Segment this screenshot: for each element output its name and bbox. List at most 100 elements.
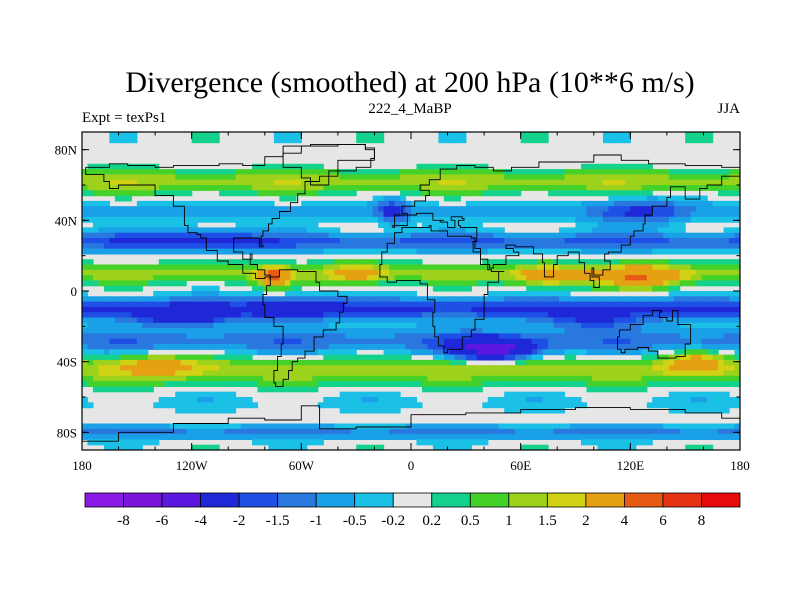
field-cell (641, 423, 648, 430)
field-cell (98, 264, 105, 271)
field-cell (493, 338, 500, 345)
field-cell (559, 211, 566, 218)
field-cell (345, 185, 352, 191)
field-cell (230, 296, 237, 303)
field-cell (356, 185, 363, 191)
field-cell (367, 322, 374, 329)
field-cell (526, 285, 533, 292)
field-cell (668, 200, 675, 207)
field-cell (284, 301, 291, 308)
field-cell (696, 328, 703, 334)
field-cell (241, 312, 248, 319)
field-cell (328, 291, 335, 297)
field-cell (82, 397, 89, 403)
field-cell (109, 306, 116, 313)
field-cell (219, 211, 226, 218)
field-cell (476, 206, 483, 213)
field-cell (301, 359, 308, 366)
field-cell (591, 301, 599, 308)
field-cell (394, 248, 401, 255)
field-cell (284, 179, 291, 186)
field-cell (696, 269, 703, 276)
field-cell (657, 248, 664, 255)
field-cell (712, 328, 719, 334)
field-cell (230, 169, 237, 175)
field-cell (284, 264, 291, 271)
field-cell (564, 381, 571, 387)
field-cell (361, 211, 368, 218)
field-cell (356, 354, 363, 361)
field-cell (92, 248, 100, 255)
field-cell (509, 238, 516, 244)
field-cell (438, 232, 445, 239)
field-cell (729, 248, 736, 255)
field-cell (608, 312, 615, 319)
field-cell (696, 200, 703, 207)
field-cell (449, 238, 456, 244)
field-cell (668, 423, 675, 430)
field-cell (602, 185, 609, 191)
field-cell (646, 211, 653, 218)
field-cell (641, 280, 648, 287)
field-cell (219, 227, 226, 234)
field-cell (317, 269, 324, 276)
field-cell (411, 227, 418, 234)
field-cell (98, 317, 105, 324)
field-cell (301, 211, 308, 218)
field-cell (641, 354, 648, 361)
field-cell (251, 423, 259, 430)
field-cell (641, 179, 648, 186)
field-cell (591, 264, 599, 271)
field-cell (652, 338, 659, 345)
field-cell (416, 216, 423, 223)
field-cell (460, 163, 467, 170)
field-cell (509, 179, 516, 186)
field-cell (273, 349, 280, 356)
field-cell (553, 370, 560, 377)
field-cell (520, 391, 527, 398)
field-cell (246, 200, 253, 207)
field-cell (482, 428, 489, 435)
field-cell (230, 391, 237, 398)
field-cell (487, 301, 494, 308)
field-cell (213, 243, 220, 250)
field-cell (378, 200, 385, 207)
field-cell (202, 264, 209, 271)
field-cell (208, 322, 215, 329)
field-cell (564, 185, 571, 191)
field-cell (542, 317, 549, 324)
field-cell (186, 312, 193, 319)
field-cell (465, 349, 472, 356)
field-cell (197, 354, 204, 361)
field-cell (575, 301, 582, 308)
field-cell (679, 206, 686, 213)
field-cell (608, 232, 615, 239)
field-cell (383, 206, 390, 213)
field-cell (427, 359, 434, 366)
field-cell (142, 200, 149, 207)
field-cell (723, 333, 730, 340)
field-cell (279, 312, 286, 319)
field-cell (241, 238, 248, 244)
field-cell (641, 275, 648, 281)
field-cell (361, 243, 368, 250)
field-cell (92, 216, 100, 223)
field-cell (586, 328, 593, 334)
field-cell (306, 216, 313, 223)
field-cell (180, 428, 187, 435)
field-cell (696, 312, 703, 319)
field-cell (504, 349, 511, 356)
field-cell (432, 301, 440, 308)
field-cell (597, 163, 604, 170)
field-cell (460, 296, 467, 303)
field-cell (438, 211, 445, 218)
field-cell (186, 243, 193, 250)
field-cell (131, 132, 138, 138)
field-cell (729, 259, 736, 266)
field-cell (334, 169, 341, 175)
field-cell (400, 195, 407, 202)
field-cell (564, 317, 571, 324)
field-cell (712, 206, 719, 213)
field-cell (608, 328, 615, 334)
field-cell (701, 137, 708, 144)
